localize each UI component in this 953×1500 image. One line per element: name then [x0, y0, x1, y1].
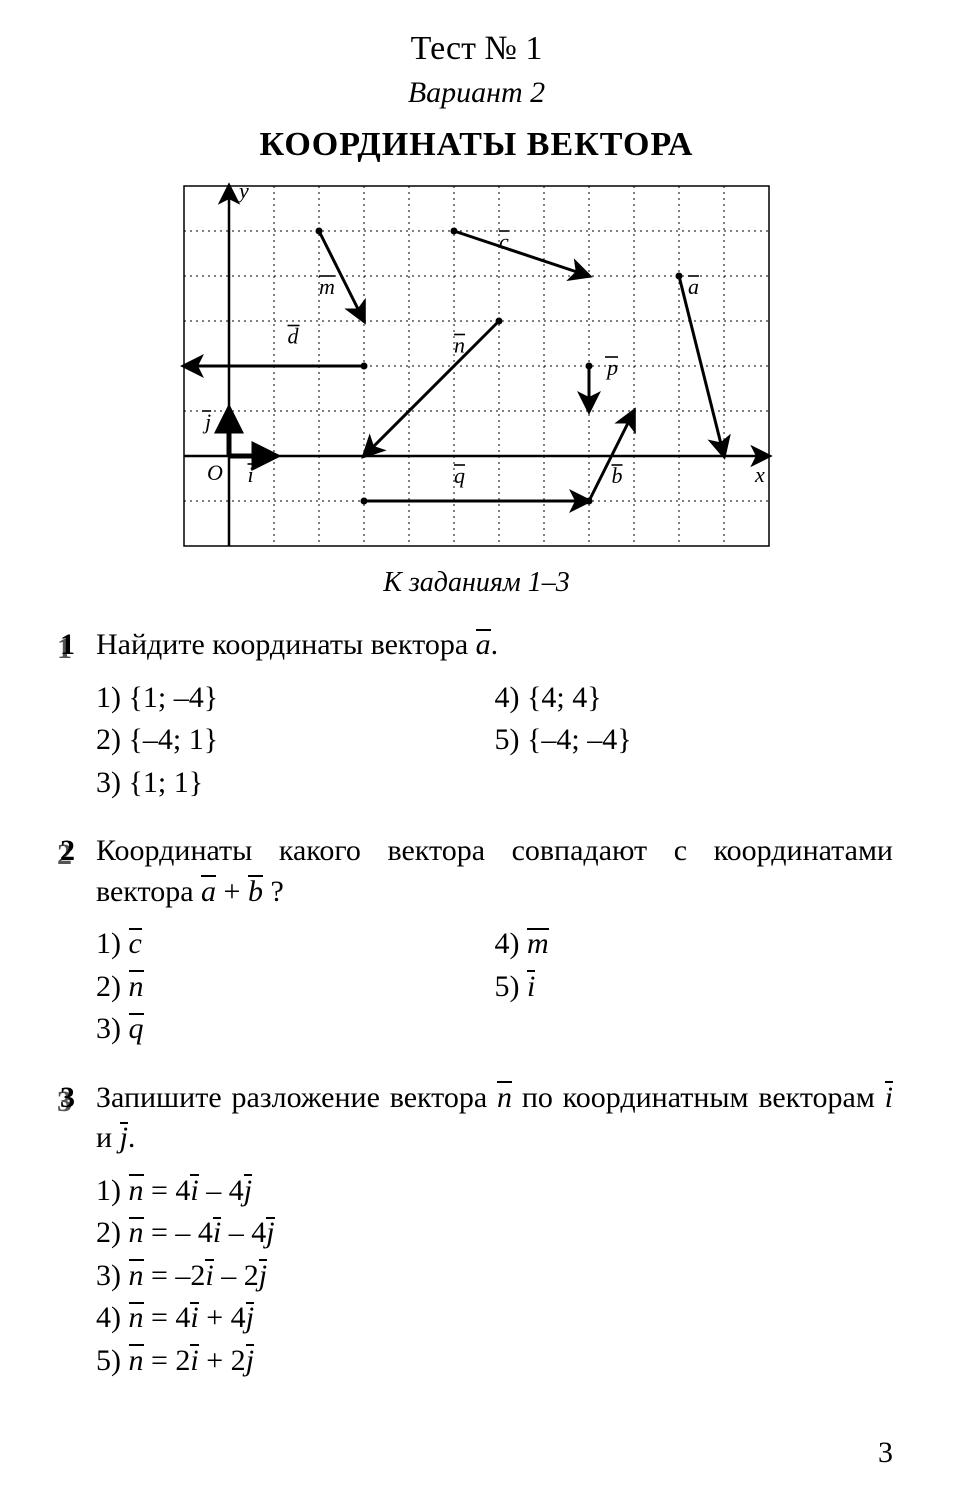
svg-text:m: m [319, 274, 335, 299]
option: 4) n = 4i + 4j [96, 1298, 893, 1339]
options-col-left: 1) n = 4i – 4j2) n = – 4i – 4j3) n = –2i… [96, 1169, 893, 1384]
option: 5) {–4; –4} [495, 720, 894, 761]
option: 2) n = – 4i – 4j [96, 1213, 893, 1254]
coordinate-grid: yxOijmcadnpqb [176, 178, 777, 554]
option: 2) n [96, 967, 495, 1008]
figure: yxOijmcadnpqb [60, 178, 893, 559]
options: 1) n = 4i – 4j2) n = – 4i – 4j3) n = –2i… [96, 1169, 893, 1384]
task-text: Найдите координаты вектора a. [96, 625, 893, 666]
option: 3) {1; 1} [96, 763, 495, 804]
page: Тест № 1 Вариант 2 КООРДИНАТЫ ВЕКТОРА y x… [0, 0, 953, 1500]
option: 5) n = 2i + 2j [96, 1341, 893, 1382]
option: 4) {4; 4} [495, 678, 894, 719]
options: 1) c2) n3) q4) m5) i [96, 922, 893, 1052]
page-number: 3 [878, 1436, 893, 1470]
svg-text:i: i [248, 462, 254, 487]
options-col-left: 1) c2) n3) q [96, 922, 495, 1052]
svg-text:p: p [605, 355, 618, 380]
option: 1) c [96, 924, 495, 965]
option: 3) q [96, 1009, 495, 1050]
svg-text:d: d [288, 324, 300, 349]
task-number: 22 [60, 831, 96, 1052]
task: 33Запишите разложение вектора n по коорд… [60, 1078, 893, 1384]
svg-text:q: q [454, 463, 465, 488]
task-text: Запишите разложение вектора n по координ… [96, 1078, 893, 1159]
task: 11Найдите координаты вектора a. 1) {1; –4… [60, 625, 893, 805]
questions-block: 11Найдите координаты вектора a. 1) {1; –4… [60, 625, 893, 1383]
task: 22Координаты какого вектора совпадают с … [60, 831, 893, 1052]
options-col-right: 4) {4; 4}5) {–4; –4} [495, 676, 894, 806]
task-body: Координаты какого вектора совпадают с ко… [96, 831, 893, 1052]
svg-text:O: O [207, 460, 223, 485]
option: 1) n = 4i – 4j [96, 1171, 893, 1212]
task-body: Найдите координаты вектора a. 1) {1; –4}2… [96, 625, 893, 805]
task-number: 33 [60, 1078, 96, 1384]
option: 5) i [495, 967, 894, 1008]
svg-text:c: c [499, 229, 509, 254]
topic-title: КООРДИНАТЫ ВЕКТОРА [60, 126, 893, 164]
svg-text:a: a [688, 274, 699, 299]
task-body: Запишите разложение вектора n по координ… [96, 1078, 893, 1384]
test-title: Тест № 1 [60, 30, 893, 68]
svg-text:n: n [454, 333, 465, 358]
option: 1) {1; –4} [96, 678, 495, 719]
svg-text:b: b [612, 463, 623, 488]
task-number: 11 [60, 625, 96, 805]
option: 3) n = –2i – 2j [96, 1256, 893, 1297]
figure-caption: К заданиям 1–3 [60, 567, 893, 599]
options-col-left: 1) {1; –4}2) {–4; 1}3) {1; 1} [96, 676, 495, 806]
variant-title: Вариант 2 [60, 76, 893, 110]
option: 2) {–4; 1} [96, 720, 495, 761]
options-col-right: 4) m5) i [495, 922, 894, 1052]
svg-text:y: y [237, 178, 249, 203]
svg-text:x: x [754, 462, 765, 487]
option: 4) m [495, 924, 894, 965]
task-text: Координаты какого вектора совпадают с ко… [96, 831, 893, 912]
options: 1) {1; –4}2) {–4; 1}3) {1; 1}4) {4; 4}5)… [96, 676, 893, 806]
